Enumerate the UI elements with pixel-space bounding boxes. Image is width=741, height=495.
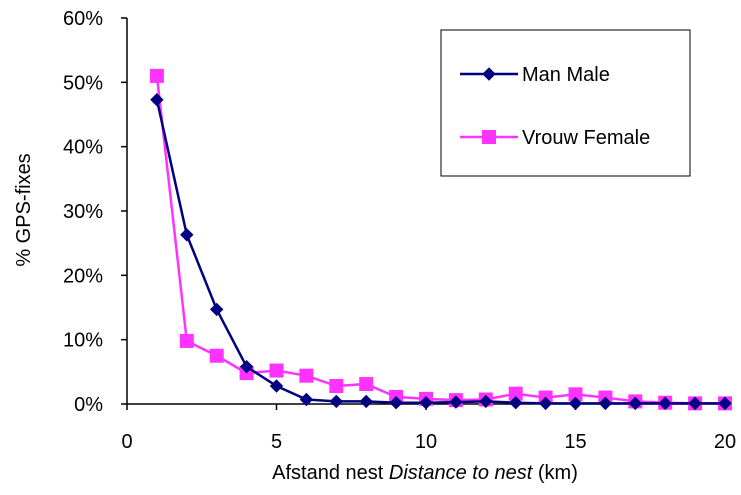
x-axis-label-part: Afstand nest (272, 462, 389, 484)
data-point (239, 359, 254, 374)
legend-item: Man Male (460, 64, 610, 86)
y-tick-label: 40% (63, 137, 103, 159)
y-tick-label: 50% (63, 72, 103, 94)
data-point (209, 348, 224, 363)
x-tick-label: 5 (271, 431, 282, 453)
legend-marker (482, 67, 496, 81)
x-tick-label: 15 (564, 431, 586, 453)
legend-box (440, 29, 691, 177)
data-point (149, 68, 164, 83)
data-point (568, 396, 583, 411)
data-point (419, 396, 433, 410)
y-tick-label: 0% (74, 394, 103, 416)
y-axis-label: % GPS-fixes (13, 153, 35, 266)
data-point (179, 333, 194, 348)
data-point (538, 396, 553, 411)
legend-item: Vrouw Female (460, 127, 650, 149)
x-tick-label: 0 (121, 431, 132, 453)
data-point (299, 392, 314, 407)
legend-marker (482, 130, 496, 144)
data-point (718, 396, 732, 411)
data-point (209, 302, 224, 317)
series-group (149, 68, 732, 411)
data-point (299, 368, 314, 383)
x-tick-label: 10 (415, 431, 437, 453)
data-point (269, 379, 284, 393)
data-point (389, 396, 403, 410)
x-tick-label: 20 (714, 431, 736, 453)
data-point (329, 378, 344, 393)
y-tick-label: 60% (63, 8, 103, 30)
data-point (180, 228, 194, 242)
data-point (479, 394, 493, 409)
x-axis-label-part: (km) (532, 462, 578, 484)
legend: Man Male Vrouw Female (440, 29, 691, 177)
data-point (688, 396, 702, 411)
data-point (150, 92, 164, 107)
data-point (269, 363, 284, 378)
data-point (508, 396, 523, 410)
data-point (598, 396, 613, 411)
legend-label: Vrouw Female (522, 127, 650, 149)
data-point (359, 394, 373, 409)
y-tick-label: 10% (63, 330, 103, 352)
legend-label: Man Male (522, 64, 610, 86)
x-axis-label: Afstand nest Distance to nest (km) (272, 462, 578, 484)
axes: 0% 10% 20% 30% 40% 50% 60% 0 5 10 15 20 (63, 8, 736, 453)
y-tick-label: 30% (63, 201, 103, 223)
data-point (628, 396, 643, 411)
data-point (359, 377, 374, 392)
data-point (329, 394, 344, 409)
x-axis-label-part: Distance to nest (389, 462, 534, 484)
y-tick-label: 20% (63, 265, 103, 287)
data-point (658, 396, 672, 411)
series-diamond (150, 92, 732, 411)
data-point (449, 395, 463, 409)
